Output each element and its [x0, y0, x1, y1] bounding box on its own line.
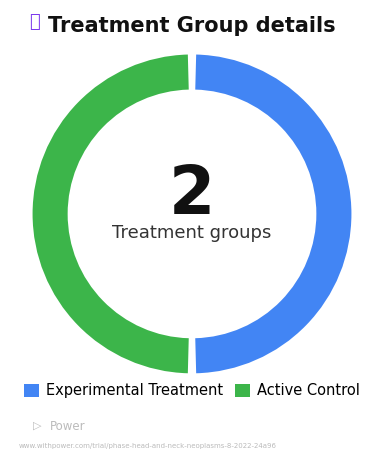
Text: Power: Power: [50, 420, 86, 433]
Text: 👥: 👥: [29, 13, 40, 31]
Text: ▷: ▷: [33, 421, 41, 431]
Legend: Experimental Treatment, Active Control: Experimental Treatment, Active Control: [18, 378, 366, 404]
Wedge shape: [33, 54, 189, 373]
Text: www.withpower.com/trial/phase-head-and-neck-neoplasms-8-2022-24a96: www.withpower.com/trial/phase-head-and-n…: [19, 443, 277, 449]
Text: Treatment groups: Treatment groups: [112, 224, 272, 242]
Wedge shape: [195, 54, 351, 373]
Text: Treatment Group details: Treatment Group details: [48, 16, 336, 36]
Text: 2: 2: [169, 162, 215, 228]
